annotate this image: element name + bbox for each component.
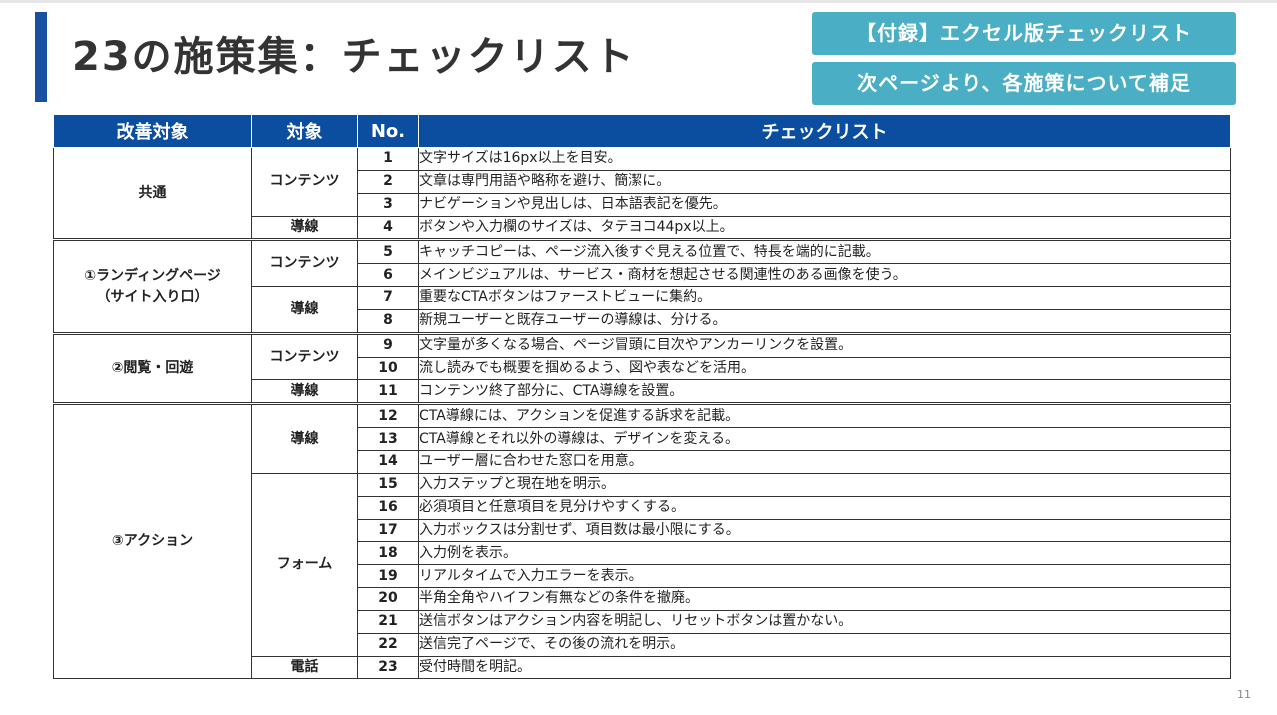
checklist-item: CTA導線には、アクションを促進する訴求を記載。 [418,402,1231,429]
appendix-label: 【付録】エクセル版チェックリスト [812,12,1236,55]
table-row: 10 流し読みでも概要を掴めるよう、図や表などを活用。 [54,356,1231,381]
target-cell: 導線 [251,379,358,405]
title-accent-bar [35,12,47,102]
area-cell-browse: ②閲覧・回遊 [53,331,252,405]
checklist-item: 文字量が多くなる場合、ページ冒頭に目次やアンカーリンクを設置。 [418,331,1231,358]
checklist-table: 改善対象 対象 No. チェックリスト 共通 コンテンツ 1 文字サイズは16p… [53,114,1231,680]
checklist-item: 必須項目と任意項目を見分けやすくする。 [418,495,1231,520]
area-cell-action: ③アクション [53,402,252,680]
checklist-item: 新規ユーザーと既存ユーザーの導線は、分ける。 [418,308,1231,334]
table-row: ①ランディングページ （サイト入り口） コンテンツ 5 キャッチコピーは、ページ… [53,238,1231,334]
table-row: ③アクション 導線 12 CTA導線には、アクションを促進する訴求を記載。 [53,402,1231,680]
area-cell-landing: ①ランディングページ （サイト入り口） [53,238,252,334]
checklist-item: リアルタイムで入力エラーを表示。 [418,564,1231,589]
target-cell: 導線 [251,402,358,474]
item-number: 20 [357,587,419,611]
checklist-item: コンテンツ終了部分に、CTA導線を設置。 [418,379,1231,405]
table-row: 21 送信ボタンはアクション内容を明記し、リセットボタンは置かない。 [54,609,1231,634]
target-cell: コンテンツ [251,331,358,381]
item-number: 8 [357,308,419,334]
checklist-item: 受付時間を明記。 [418,655,1231,680]
item-number: 15 [357,472,419,497]
checklist-item: 送信完了ページで、その後の流れを明示。 [418,632,1231,657]
table-row: 20 半角全角やハイフン有無などの条件を撤廃。 [54,587,1231,611]
item-number: 3 [357,192,419,217]
area-label-line: ①ランディングページ [84,267,221,284]
area-cell-common: 共通 [53,146,252,241]
item-number: 19 [357,564,419,589]
item-number: 1 [357,147,419,171]
checklist-item: ボタンや入力欄のサイズは、タテヨコ44px以上。 [418,215,1231,241]
checklist-item: 入力例を表示。 [418,541,1231,566]
table-row: 16 必須項目と任意項目を見分けやすくする。 [54,495,1231,520]
table-row: フォーム 15 入力ステップと現在地を明示。 [54,472,1231,657]
column-header-no: No. [357,114,419,148]
table-row: 共通 コンテンツ 1 文字サイズは16px以上を目安。 [53,146,1231,241]
item-number: 21 [357,609,419,634]
checklist-item: キャッチコピーは、ページ流入後すぐ見える位置で、特長を端的に記載。 [418,238,1231,265]
table-row: 22 送信完了ページで、その後の流れを明示。 [54,632,1231,657]
item-number: 13 [357,427,419,451]
table-header-row: 改善対象 対象 No. チェックリスト [53,114,1231,148]
item-number: 5 [357,238,419,265]
item-number: 12 [357,402,419,429]
item-number: 11 [357,379,419,405]
target-cell: コンテンツ [251,238,358,288]
column-header-area: 改善対象 [53,114,252,148]
checklist-item: 流し読みでも概要を掴めるよう、図や表などを活用。 [418,356,1231,381]
target-cell: 電話 [251,655,358,680]
checklist-item: 文章は専門用語や略称を避け、簡潔に。 [418,169,1231,194]
table-row: 6 メインビジュアルは、サービス・商材を想起させる関連性のある画像を使う。 [54,263,1231,288]
table-row: 18 入力例を表示。 [54,541,1231,566]
checklist-item: CTA導線とそれ以外の導線は、デザインを変える。 [418,427,1231,451]
checklist-item: 送信ボタンはアクション内容を明記し、リセットボタンは置かない。 [418,609,1231,634]
item-number: 7 [357,286,419,310]
target-cell: フォーム [251,472,358,657]
item-number: 18 [357,541,419,566]
item-number: 23 [357,655,419,680]
top-divider [0,0,1277,3]
checklist-item: ユーザー層に合わせた窓口を用意。 [418,449,1231,474]
supplement-label: 次ページより、各施策について補足 [812,62,1236,105]
checklist-item: 入力ステップと現在地を明示。 [418,472,1231,497]
item-number: 6 [357,263,419,288]
checklist-item: 文字サイズは16px以上を目安。 [418,147,1231,171]
item-number: 17 [357,518,419,543]
item-number: 2 [357,169,419,194]
area-label-line: （サイト入り口） [96,288,209,305]
checklist-item: 入力ボックスは分割せず、項目数は最小限にする。 [418,518,1231,543]
item-number: 4 [357,215,419,241]
table-row: 電話 23 受付時間を明記。 [54,655,1231,680]
page-title: 23の施策集：チェックリスト [72,34,636,80]
checklist-item: 重要なCTAボタンはファーストビューに集約。 [418,286,1231,310]
item-number: 16 [357,495,419,520]
checklist-item: メインビジュアルは、サービス・商材を想起させる関連性のある画像を使う。 [418,263,1231,288]
column-header-target: 対象 [251,114,358,148]
checklist-item: ナビゲーションや見出しは、日本語表記を優先。 [418,192,1231,217]
page-number: 11 [1237,688,1251,701]
item-number: 10 [357,356,419,381]
target-cell: 導線 [251,286,358,334]
item-number: 22 [357,632,419,657]
column-header-checklist: チェックリスト [418,114,1231,148]
table-row: 導線 7 重要なCTAボタンはファーストビューに集約。 [54,286,1231,334]
target-cell: コンテンツ [251,147,358,217]
table-row: ②閲覧・回遊 コンテンツ 9 文字量が多くなる場合、ページ冒頭に目次やアンカーリ… [53,331,1231,405]
item-number: 14 [357,449,419,474]
table-row: 17 入力ボックスは分割せず、項目数は最小限にする。 [54,518,1231,543]
checklist-item: 半角全角やハイフン有無などの条件を撤廃。 [418,587,1231,611]
target-cell: 導線 [251,215,358,241]
table-row: 3 ナビゲーションや見出しは、日本語表記を優先。 [54,192,1231,217]
item-number: 9 [357,331,419,358]
